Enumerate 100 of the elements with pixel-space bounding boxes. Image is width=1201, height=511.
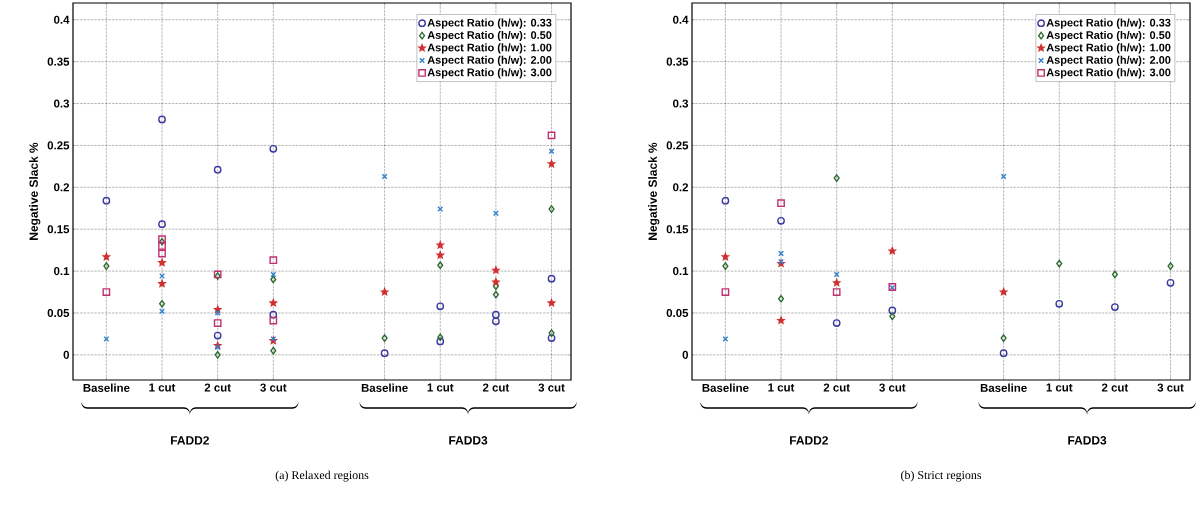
text: (a) Relaxed regions — [275, 470, 369, 482]
point — [832, 319, 841, 327]
x-tick-label: 1 cut — [427, 383, 454, 392]
point — [158, 242, 166, 250]
point — [270, 346, 277, 355]
y-tick-label: 0.25 — [47, 141, 70, 150]
point — [158, 279, 166, 287]
text: (b) Strict regions — [901, 470, 982, 482]
x-tick-label: Baseline — [702, 383, 749, 392]
point — [548, 329, 555, 337]
point — [437, 261, 444, 270]
point — [1056, 259, 1063, 268]
y-tick-label: 0.4 — [673, 15, 689, 24]
point — [722, 262, 729, 270]
x-tick-label: 3 cut — [260, 383, 287, 392]
point — [269, 144, 278, 153]
point — [270, 275, 277, 284]
y-tick-label: 0 — [682, 350, 689, 359]
legend-label: Aspect Ratio (h/w): 1.00 — [1046, 43, 1171, 54]
point — [269, 310, 278, 319]
point — [1111, 303, 1119, 311]
point — [381, 334, 388, 342]
point — [721, 252, 730, 261]
point — [999, 288, 1008, 296]
point — [269, 256, 278, 265]
point — [102, 288, 111, 296]
x-tick-label: 3 cut — [1157, 383, 1184, 392]
text: FADD2 — [171, 436, 209, 445]
x-tick-label: 2 cut — [482, 383, 510, 392]
point — [158, 249, 166, 258]
y-tick-label: 0.2 — [54, 183, 70, 192]
point — [436, 241, 444, 249]
y-tick-label: 0.35 — [666, 57, 689, 66]
y-tick-label: 0.05 — [47, 308, 70, 318]
point — [492, 310, 500, 319]
y-tick-label: 0.2 — [673, 183, 689, 192]
point — [436, 337, 445, 346]
y-tick-label: 0.15 — [666, 225, 689, 234]
point — [492, 290, 499, 299]
point — [888, 306, 897, 315]
point — [547, 299, 556, 307]
point — [547, 131, 556, 140]
x-tick-label: 2 cut — [204, 383, 231, 392]
point — [158, 258, 166, 266]
y-tick-label: 0.05 — [666, 308, 689, 318]
point — [1167, 262, 1174, 270]
point — [437, 333, 444, 342]
point — [492, 278, 500, 286]
point — [777, 199, 785, 208]
point — [721, 288, 730, 296]
legend-label: Aspect Ratio (h/w): 2.00 — [427, 55, 552, 66]
point — [548, 205, 555, 213]
point — [832, 278, 841, 287]
y-tick-label: 0.3 — [673, 99, 689, 108]
x-tick-label: 1 cut — [768, 383, 795, 392]
x-tick-label: 1 cut — [1046, 383, 1073, 392]
point — [547, 334, 556, 342]
point — [832, 288, 841, 296]
legend-label: Aspect Ratio (h/w): 0.33 — [1046, 18, 1171, 29]
point — [777, 216, 785, 225]
x-tick-label: Baseline — [361, 383, 408, 392]
text: FADD3 — [1068, 436, 1107, 445]
legend-label: Aspect Ratio (h/w): 2.00 — [1046, 55, 1171, 66]
y-tick-label: 0.25 — [666, 141, 689, 150]
x-tick-label: 1 cut — [149, 383, 176, 392]
point — [380, 349, 389, 358]
legend-label: Aspect Ratio (h/w): 0.50 — [427, 30, 552, 42]
y-tick-label: 0.3 — [54, 99, 70, 108]
point — [889, 312, 896, 321]
y-tick-label: 0.1 — [54, 267, 70, 276]
y-tick-label: 0.4 — [54, 15, 70, 24]
point — [213, 319, 222, 327]
point — [1166, 278, 1175, 287]
legend-label: Aspect Ratio (h/w): 1.00 — [427, 43, 552, 54]
point — [158, 115, 166, 124]
point — [999, 349, 1008, 358]
point — [158, 299, 166, 308]
y-axis-title: Negative Slack % — [29, 142, 41, 240]
point — [547, 159, 556, 168]
point — [1000, 334, 1007, 342]
x-tick-label: 3 cut — [879, 383, 906, 392]
y-axis-title: Negative Slack % — [648, 142, 660, 240]
y-tick-label: 0.1 — [673, 267, 689, 276]
point — [102, 252, 111, 261]
point — [436, 302, 445, 311]
y-tick-label: 0 — [63, 350, 70, 359]
legend-label: Aspect Ratio (h/w): 0.33 — [427, 18, 552, 29]
text: FADD2 — [790, 436, 828, 445]
point — [547, 274, 556, 283]
x-tick-label: 2 cut — [823, 383, 850, 392]
x-tick-label: 2 cut — [1101, 383, 1129, 392]
point — [777, 294, 785, 303]
x-tick-label: Baseline — [980, 383, 1027, 392]
point — [213, 165, 222, 174]
point — [213, 331, 222, 340]
point — [492, 266, 500, 274]
legend-label: Aspect Ratio (h/w): 0.50 — [1046, 30, 1171, 42]
y-tick-label: 0.35 — [47, 57, 70, 66]
y-tick-label: 0.15 — [47, 225, 70, 234]
point — [269, 316, 278, 325]
